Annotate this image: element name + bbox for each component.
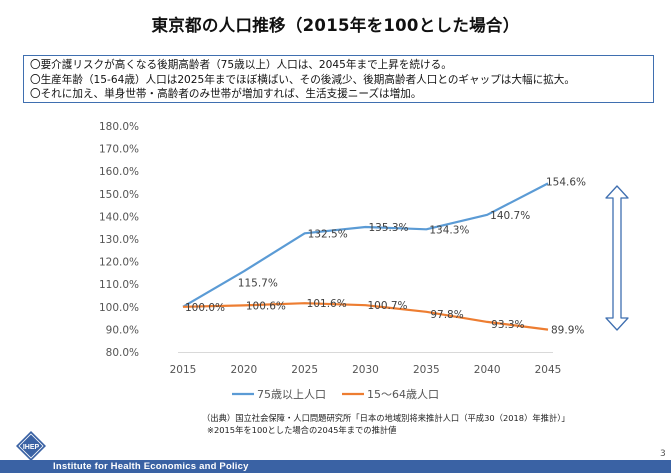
page-number: 3 [660, 449, 666, 459]
x-axis: 2015 2020 2025 2030 2035 2040 2045 [170, 352, 562, 376]
logo-text: IHEP [23, 444, 40, 451]
y-tick-label: 170.0% [99, 144, 139, 156]
double-arrow-shape [605, 185, 629, 331]
data-label: 154.6% [546, 176, 586, 188]
footer-bar [0, 460, 671, 473]
ihep-logo-icon: IHEP [16, 431, 46, 461]
data-label: 140.7% [490, 210, 530, 222]
x-tick-label: 2025 [291, 364, 318, 376]
data-label: 101.6% [307, 298, 347, 310]
y-tick-label: 140.0% [99, 211, 139, 223]
data-label: 115.7% [238, 277, 278, 289]
data-label: 100.6% [246, 300, 286, 312]
y-tick-label: 120.0% [99, 257, 139, 269]
y-tick-label: 150.0% [99, 189, 139, 201]
x-tick-label: 2045 [535, 364, 562, 376]
y-tick-label: 90.0% [106, 324, 139, 336]
x-tick-label: 2030 [352, 364, 379, 376]
page-title: 東京都の人口推移（2015年を100とした場合） [151, 16, 520, 35]
x-tick-label: 2020 [230, 364, 257, 376]
data-label: 93.3% [491, 319, 524, 331]
summary-line: 〇それに加え、単身世帯・高齢者のみ世帯が増加すれば、生活支援ニーズは増加。 [30, 88, 422, 101]
x-tick-label: 2035 [413, 364, 440, 376]
series-line [182, 182, 549, 308]
y-tick-label: 110.0% [99, 279, 139, 291]
footer-institute-name: Institute for Health Economics and Polic… [53, 461, 249, 472]
y-tick-label: 160.0% [99, 166, 139, 178]
summary-line: 〇要介護リスクが高くなる後期高齢者（75歳以上）人口は、2045年まで上昇を続け… [30, 59, 452, 71]
summary-box: 〇要介護リスクが高くなる後期高齢者（75歳以上）人口は、2045年まで上昇を続け… [23, 55, 654, 103]
series-line [182, 302, 549, 331]
legend-label: 75歳以上人口 [257, 388, 326, 401]
data-label: 134.3% [429, 224, 469, 236]
y-tick-label: 130.0% [99, 234, 139, 246]
series-lines [182, 182, 549, 331]
source-citation: （出典）国立社会保障・人口問題研究所「日本の地域別将来推計人口（平成30（201… [202, 413, 570, 423]
data-labels: 115.7% 132.5% 135.3% 134.3% 140.7% 154.6% 100.… [185, 176, 586, 336]
gap-double-arrow-icon [605, 185, 629, 331]
data-label: 89.9% [551, 325, 584, 337]
y-tick-label: 80.0% [106, 347, 139, 359]
chart-legend: 75歳以上人口 15～64歳人口 [232, 388, 439, 401]
data-label: 100.0% [185, 302, 225, 314]
source-remark: ※2015年を100とした場合の2045年までの推計値 [207, 425, 397, 435]
data-label: 100.7% [368, 300, 408, 312]
data-label: 132.5% [308, 228, 348, 240]
data-label: 97.8% [430, 309, 463, 321]
y-tick-label: 100.0% [99, 302, 139, 314]
y-tick-label: 180.0% [99, 121, 139, 133]
data-label: 135.3% [369, 222, 409, 234]
legend-label: 15～64歳人口 [367, 388, 439, 401]
source-note: （出典）国立社会保障・人口問題研究所「日本の地域別将来推計人口（平成30（201… [202, 412, 570, 436]
y-axis: 80.0% 90.0% 100.0% 110.0% 120.0% 130.0% 140.0%… [99, 121, 139, 359]
summary-line: 〇生産年齢（15-64歳）人口は2025年までほぼ横ばい、その後減少、後期高齢者… [30, 73, 575, 86]
x-tick-label: 2015 [170, 364, 197, 376]
x-tick-label: 2040 [474, 364, 501, 376]
